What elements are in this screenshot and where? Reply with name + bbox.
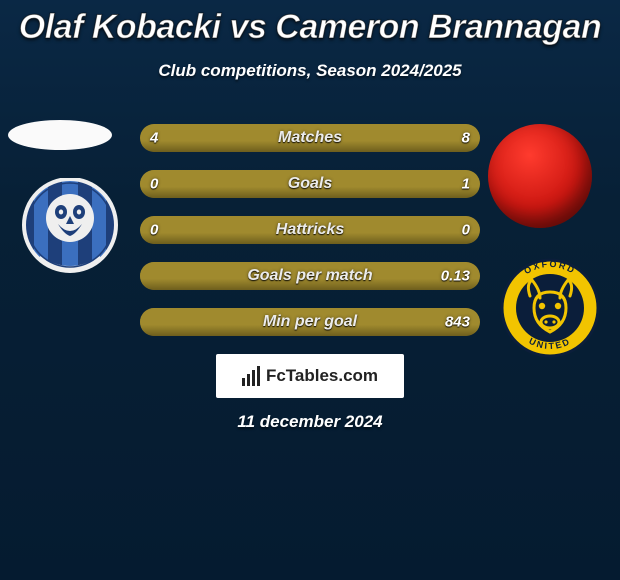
player2-club-crest: OXFORD UNITED — [500, 258, 600, 358]
stats-panel: 4 Matches 8 0 Goals 1 0 Hattricks 0 Goals per mat… — [140, 124, 480, 336]
stat-value-right: 1 — [462, 176, 470, 193]
logo-text: FcTables.com — [266, 366, 378, 386]
logo-bars-icon — [242, 366, 260, 386]
stat-value-right: 0 — [462, 222, 470, 239]
stat-value-right: 0.13 — [441, 268, 470, 285]
player2-avatar — [488, 124, 592, 228]
stat-label: Goals — [288, 175, 332, 193]
stat-label: Matches — [278, 129, 342, 147]
stat-row: Goals per match 0.13 — [140, 262, 480, 290]
stat-value-right: 843 — [445, 314, 470, 331]
player1-avatar — [8, 120, 112, 150]
stat-value-left: 4 — [150, 130, 158, 147]
subtitle: Club competitions, Season 2024/2025 — [0, 61, 620, 81]
stat-label: Goals per match — [247, 267, 372, 285]
page-title: Olaf Kobacki vs Cameron Brannagan — [0, 0, 620, 47]
stat-row: 4 Matches 8 — [140, 124, 480, 152]
stat-value-left: 0 — [150, 222, 158, 239]
stat-value-right: 8 — [462, 130, 470, 147]
stat-value-left: 0 — [150, 176, 158, 193]
player1-club-crest — [20, 178, 120, 278]
stat-label: Min per goal — [263, 313, 357, 331]
stat-row: 0 Hattricks 0 — [140, 216, 480, 244]
stat-row: Min per goal 843 — [140, 308, 480, 336]
date-caption: 11 december 2024 — [237, 412, 382, 432]
stat-label: Hattricks — [276, 221, 344, 239]
site-logo: FcTables.com — [216, 354, 404, 398]
stat-row: 0 Goals 1 — [140, 170, 480, 198]
